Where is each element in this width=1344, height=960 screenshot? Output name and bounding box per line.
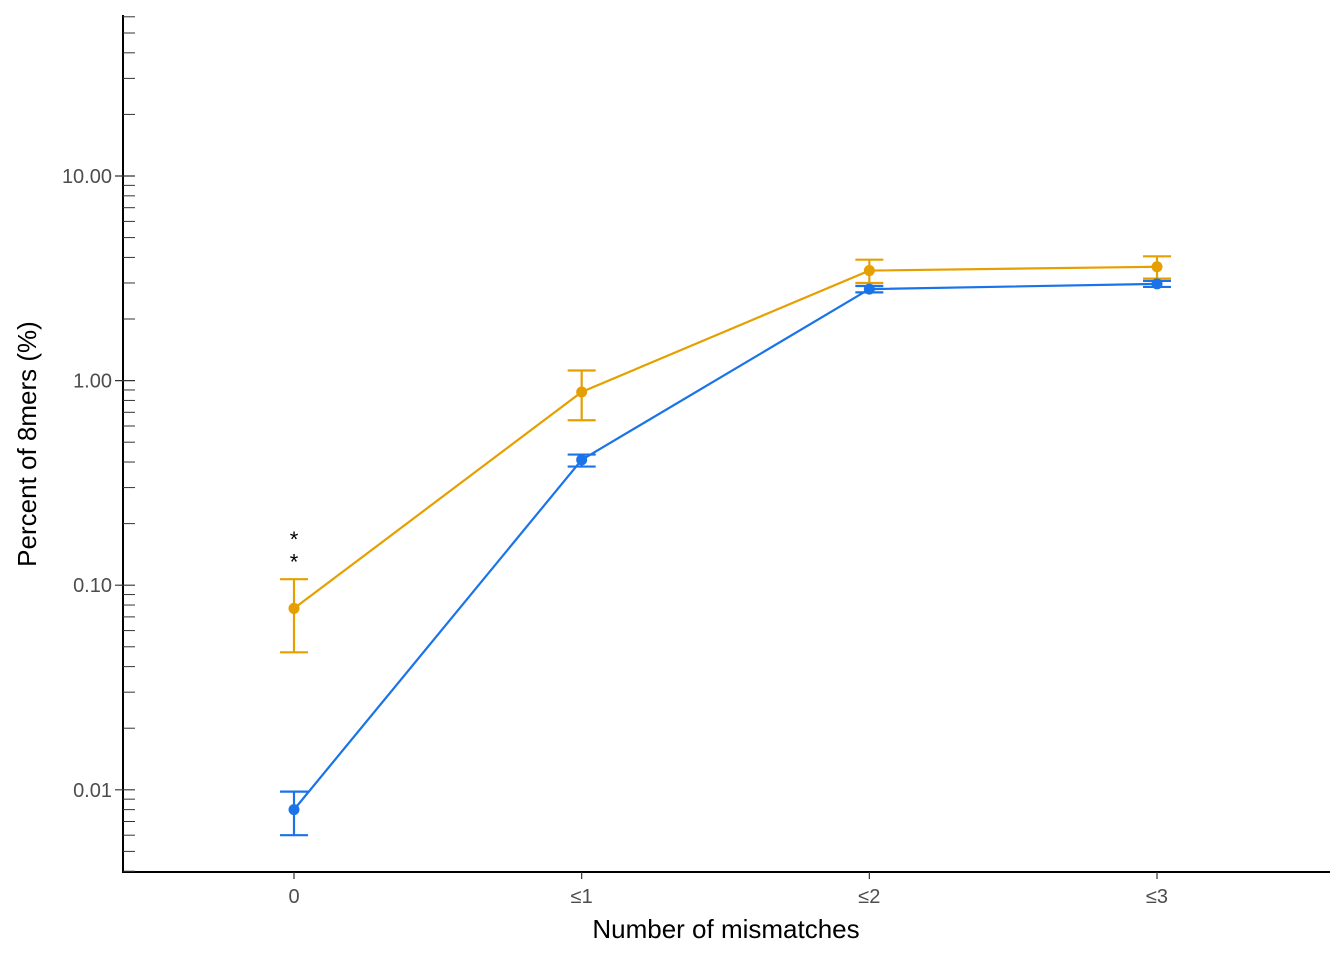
x-tick-label: ≤1	[571, 886, 593, 908]
x-tick-label: ≤2	[858, 886, 880, 908]
x-tick-label: 0	[288, 886, 299, 908]
series-layer: **	[280, 255, 1172, 837]
data-point	[288, 804, 300, 816]
data-point	[863, 283, 875, 295]
y-tick-label: 0.01	[73, 780, 112, 802]
series-0	[280, 255, 1172, 654]
series-line	[293, 265, 1158, 610]
y-tick-label: 0.10	[73, 575, 112, 597]
significance-marker: *	[290, 549, 299, 574]
y-axis-title: Percent of 8mers (%)	[12, 321, 42, 567]
series-line	[293, 282, 1158, 811]
data-point	[288, 602, 300, 614]
x-axis-title: Number of mismatches	[592, 914, 859, 944]
x-tick-label: ≤3	[1146, 886, 1168, 908]
data-point	[863, 265, 875, 277]
significance-marker: *	[290, 527, 299, 552]
data-point	[1151, 261, 1163, 273]
series-1	[280, 278, 1172, 837]
y-tick-label: 1.00	[73, 371, 112, 393]
data-point	[576, 386, 588, 398]
data-point	[1151, 278, 1163, 290]
y-tick-label: 10.00	[62, 166, 112, 188]
axes: 0.01 0.10 1.00 10.00 0 ≤1 ≤2 ≤3	[62, 15, 1330, 908]
data-point	[576, 454, 588, 466]
